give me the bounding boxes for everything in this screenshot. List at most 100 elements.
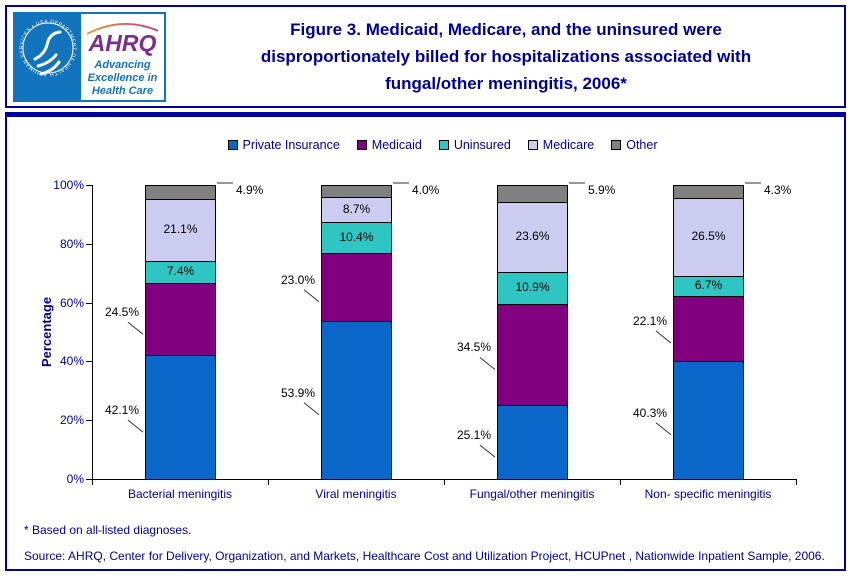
legend-swatch-icon bbox=[611, 140, 622, 150]
tagline-line: Excellence in bbox=[87, 72, 158, 85]
figure-title: Figure 3. Medicaid, Medicare, and the un… bbox=[175, 16, 837, 98]
y-tick-mark bbox=[86, 361, 92, 362]
chart-legend: Private Insurance Medicaid Uninsured Medica… bbox=[7, 138, 844, 152]
legend-label: Private Insurance bbox=[242, 138, 340, 152]
legend-swatch-icon bbox=[227, 140, 238, 150]
data-label: 40.3% bbox=[632, 406, 667, 420]
source-line: Source: AHRQ, Center for Delivery, Organ… bbox=[24, 549, 825, 563]
y-tick-label: 60% bbox=[59, 296, 84, 310]
y-tick-label: 0% bbox=[66, 472, 84, 486]
data-label: 23.0% bbox=[280, 273, 315, 287]
legend-item: Uninsured bbox=[438, 138, 511, 152]
y-tick-label: 80% bbox=[59, 237, 84, 251]
label-leader-line bbox=[479, 357, 496, 370]
title-line-1: Figure 3. Medicaid, Medicare, and the un… bbox=[290, 20, 722, 39]
x-tick-mark bbox=[92, 480, 93, 485]
data-label: 53.9% bbox=[280, 386, 315, 400]
legend-swatch-icon bbox=[356, 140, 367, 150]
title-line-3: fungal/other meningitis, 2006* bbox=[385, 74, 627, 94]
data-label: 23.6% bbox=[515, 229, 550, 243]
bar-segment-other bbox=[145, 185, 216, 200]
arc-swoosh-icon bbox=[86, 22, 159, 35]
label-leader-line bbox=[127, 419, 144, 433]
hhs-seal: DEPARTMENT OF HEALTH & HUMAN SERVICES • … bbox=[15, 14, 81, 100]
legend-swatch-icon bbox=[438, 140, 449, 150]
y-tick-mark bbox=[86, 185, 92, 186]
legend-label: Medicaid bbox=[371, 138, 422, 152]
x-tick-mark bbox=[620, 480, 621, 485]
ahrq-acronym: AHRQ bbox=[88, 30, 157, 56]
label-leader-line bbox=[655, 330, 672, 344]
legend-item: Medicaid bbox=[356, 138, 422, 152]
legend-label: Medicare bbox=[542, 138, 595, 152]
header-banner: DEPARTMENT OF HEALTH & HUMAN SERVICES • … bbox=[5, 5, 846, 108]
data-label: 8.7% bbox=[342, 202, 371, 216]
legend-label: Uninsured bbox=[453, 138, 511, 152]
tagline-line: Health Care bbox=[91, 85, 154, 98]
x-category-label: Fungal/other meningitis bbox=[469, 487, 595, 501]
y-tick-label: 20% bbox=[59, 413, 84, 427]
x-category-label: Non- specific meningitis bbox=[644, 487, 772, 501]
data-label: 42.1% bbox=[104, 403, 139, 417]
y-tick-mark bbox=[86, 420, 92, 421]
bar-segment-private-insurance bbox=[145, 355, 216, 480]
y-tick-label: 40% bbox=[59, 354, 84, 368]
y-tick-label: 100% bbox=[53, 178, 84, 192]
label-leader-line bbox=[479, 444, 496, 458]
legend-item: Private Insurance bbox=[227, 138, 340, 152]
x-category-label: Viral meningitis bbox=[315, 487, 397, 501]
data-label: 26.5% bbox=[691, 229, 726, 243]
data-label: 24.5% bbox=[104, 305, 139, 319]
footnote: * Based on all-listed diagnoses. bbox=[24, 523, 192, 537]
bar-segment-other bbox=[673, 185, 744, 199]
label-leader-line bbox=[127, 321, 144, 335]
ahrq-logo: DEPARTMENT OF HEALTH & HUMAN SERVICES • … bbox=[13, 12, 166, 102]
ahrq-wordmark-block: AHRQ Advancing Excellence in Health Care bbox=[81, 14, 164, 100]
label-leader-line bbox=[303, 289, 320, 303]
y-tick-mark bbox=[86, 479, 92, 480]
legend-swatch-icon bbox=[527, 140, 538, 150]
x-tick-mark bbox=[796, 480, 797, 485]
x-tick-mark bbox=[444, 480, 445, 485]
data-label: 4.3% bbox=[764, 183, 792, 197]
data-label: 22.1% bbox=[632, 314, 667, 328]
x-tick-mark bbox=[268, 480, 269, 485]
legend-label: Other bbox=[626, 138, 658, 152]
bar-segment-medicaid bbox=[145, 283, 216, 356]
bar-segment-other bbox=[497, 185, 568, 203]
label-leader-line bbox=[303, 402, 320, 416]
y-tick-mark bbox=[86, 244, 92, 245]
data-label: 10.9% bbox=[515, 280, 550, 294]
data-label: 7.4% bbox=[166, 264, 195, 278]
data-label: 21.1% bbox=[163, 222, 198, 236]
bar-segment-other bbox=[321, 185, 392, 198]
bar-segment-private-insurance bbox=[673, 361, 744, 480]
y-tick-mark bbox=[86, 303, 92, 304]
bar-segment-private-insurance bbox=[321, 321, 392, 480]
seal-text: DEPARTMENT OF HEALTH & HUMAN SERVICES • … bbox=[19, 19, 77, 77]
data-label: 6.7% bbox=[694, 278, 723, 292]
label-leader-line bbox=[655, 422, 672, 436]
bar-segment-medicare bbox=[497, 202, 568, 273]
bar-segment-medicaid bbox=[321, 253, 392, 322]
ahrq-tagline: Advancing Excellence in Health Care bbox=[81, 59, 164, 99]
chart-panel: Private Insurance Medicaid Uninsured Medica… bbox=[5, 112, 846, 571]
data-label: 34.5% bbox=[456, 340, 491, 354]
bar-segment-private-insurance bbox=[497, 405, 568, 480]
tagline-line: Advancing bbox=[94, 59, 151, 71]
bar-segment-medicare bbox=[673, 198, 744, 277]
data-label: 25.1% bbox=[456, 428, 491, 442]
legend-item: Medicare bbox=[527, 138, 595, 152]
bar-segment-medicaid bbox=[673, 296, 744, 362]
bar-segment-medicaid bbox=[497, 304, 568, 406]
legend-item: Other bbox=[611, 138, 657, 152]
title-line-2: disproportionately billed for hospitaliz… bbox=[260, 47, 752, 67]
y-axis-line bbox=[92, 185, 93, 480]
x-category-label: Bacterial meningitis bbox=[127, 487, 233, 501]
data-label: 4.0% bbox=[412, 183, 440, 197]
data-label: 5.9% bbox=[588, 183, 616, 197]
svg-text:DEPARTMENT OF HEALTH & HUMAN S: DEPARTMENT OF HEALTH & HUMAN SERVICES • … bbox=[19, 19, 77, 77]
x-axis-line bbox=[92, 479, 797, 480]
data-label: 4.9% bbox=[236, 183, 264, 197]
